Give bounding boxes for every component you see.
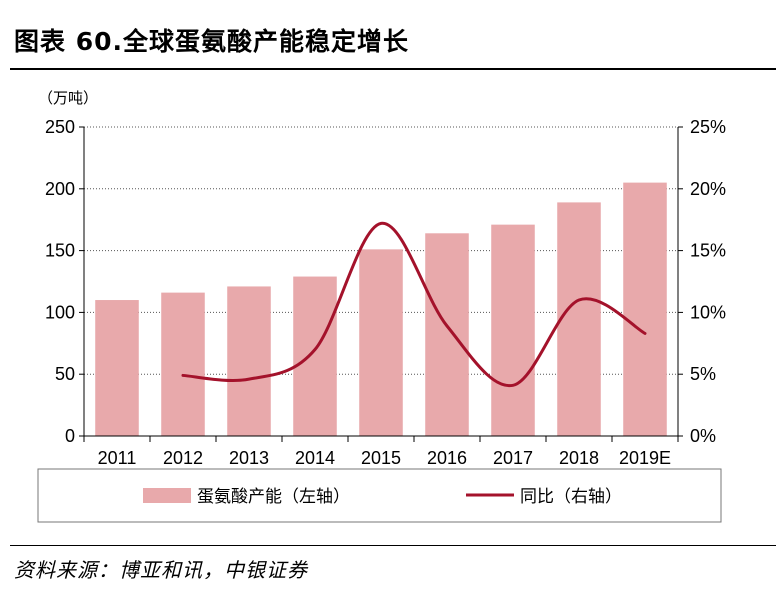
bar (161, 292, 205, 436)
bar (557, 202, 601, 436)
legend-bar-label: 蛋氨酸产能（左轴） (197, 487, 350, 507)
source-note: 资料来源：博亚和讯，中银证券 (14, 558, 308, 582)
bar (227, 286, 271, 436)
bar (95, 300, 139, 436)
y-left-tick-label: 0 (65, 426, 75, 446)
y-right-tick-label: 20% (690, 179, 726, 199)
chart-title: 图表 60.全球蛋氨酸产能稳定增长 (14, 27, 409, 56)
y-left-tick-label: 50 (55, 364, 75, 384)
y-axis-unit-label: （万吨） (38, 89, 98, 107)
title-divider (10, 68, 776, 70)
y-right-tick-label: 25% (690, 117, 726, 137)
y-left-tick-label: 250 (45, 117, 75, 137)
x-tick-label: 2013 (229, 448, 269, 468)
legend-box (37, 468, 722, 523)
bar-series (95, 182, 667, 436)
x-tick-label: 2015 (361, 448, 401, 468)
bar (623, 182, 667, 436)
bar (359, 249, 403, 436)
y-left-tick-label: 100 (45, 302, 75, 322)
bar (491, 224, 535, 436)
x-tick-label: 2011 (98, 448, 137, 468)
x-tick-label: 2018 (559, 448, 599, 468)
y-left-tick-label: 150 (45, 241, 75, 261)
y-left-tick-label: 200 (45, 179, 75, 199)
legend: 蛋氨酸产能（左轴） 同比（右轴） (37, 468, 722, 523)
footer-divider (10, 545, 776, 546)
chart-area: 0 50 100 150 200 250 0% 5% 10% 15% 20% 25% 2011 2012 2… (37, 89, 726, 523)
bar (293, 276, 337, 436)
x-tick-label: 2016 (427, 448, 467, 468)
bar (425, 233, 469, 436)
x-tick-label: 2019E (619, 448, 671, 468)
yoy-line (181, 221, 647, 388)
line-series (181, 221, 647, 388)
x-tick-label: 2014 (295, 448, 335, 468)
y-right-tick-label: 5% (690, 364, 716, 384)
y-right-tick-label: 15% (690, 241, 726, 261)
y-right-tick-label: 0% (690, 426, 716, 446)
x-tick-label: 2017 (493, 448, 533, 468)
legend-line-label: 同比（右轴） (520, 487, 622, 507)
y-right-tick-label: 10% (690, 302, 726, 322)
x-tick-label: 2012 (163, 448, 203, 468)
legend-bar-swatch (143, 488, 191, 503)
axes: 0 50 100 150 200 250 0% 5% 10% 15% 20% 25% 2011 2012 2… (45, 117, 726, 468)
